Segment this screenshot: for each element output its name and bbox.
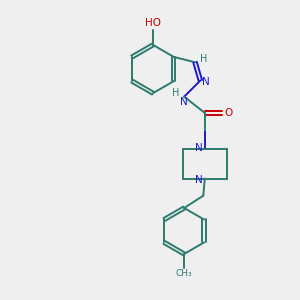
Text: H: H <box>172 88 180 98</box>
Text: O: O <box>225 108 233 118</box>
Text: N: N <box>195 175 203 185</box>
Text: N: N <box>202 77 209 87</box>
Text: N: N <box>195 142 203 153</box>
Text: N: N <box>180 97 188 107</box>
Text: HO: HO <box>145 18 161 28</box>
Text: H: H <box>200 54 207 64</box>
Text: CH₃: CH₃ <box>176 269 193 278</box>
